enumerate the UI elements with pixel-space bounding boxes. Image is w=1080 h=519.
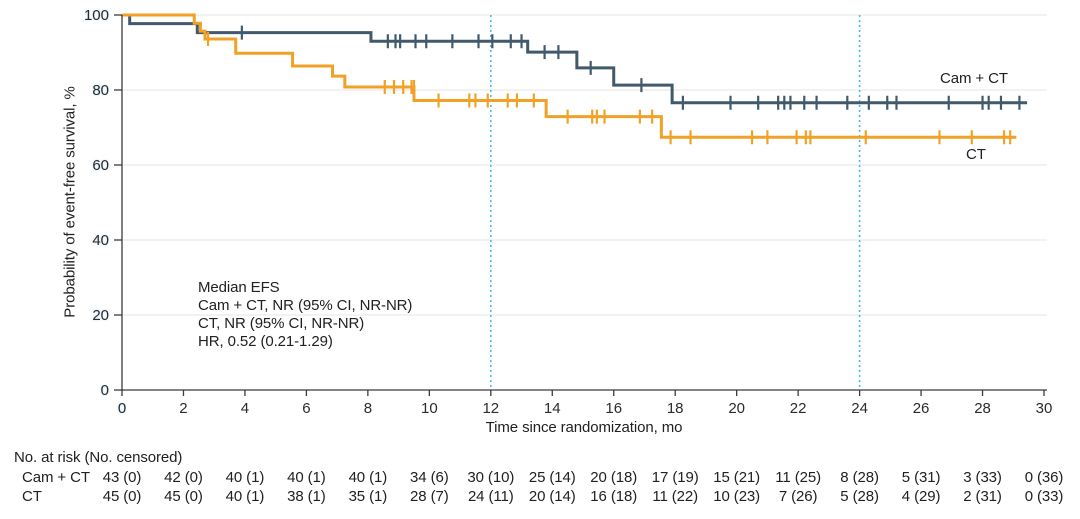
risk-value: 42 (0) — [164, 469, 203, 486]
x-tick-label: 30 — [1036, 400, 1053, 417]
risk-value: 10 (23) — [713, 488, 761, 505]
risk-value: 15 (21) — [713, 469, 761, 486]
risk-value: 0 (36) — [1024, 469, 1064, 486]
risk-value: 40 (1) — [225, 469, 265, 486]
risk-table-row-camct: Cam + CT 43 (0) 42 (0) 40 (1) 40 (1) 40 (1) 3… — [0, 469, 1080, 486]
risk-value: 35 (1) — [348, 488, 388, 505]
risk-value: 34 (6) — [410, 469, 449, 486]
curve-label-ct: CT — [966, 146, 986, 163]
risk-value: 40 (1) — [348, 469, 388, 486]
x-tick-label: 12 — [482, 400, 499, 417]
x-tick-label: 20 — [728, 400, 745, 417]
x-tick-label: 16 — [605, 400, 622, 417]
risk-value: 45 (0) — [164, 488, 203, 505]
risk-value: 7 (26) — [778, 488, 818, 505]
risk-value: 43 (0) — [102, 469, 142, 486]
x-tick-label: 10 — [421, 400, 438, 417]
x-tick-label: 4 — [241, 400, 249, 417]
risk-value: 8 (28) — [840, 469, 879, 486]
y-tick-label: 100 — [84, 7, 109, 24]
risk-row-label-ct: CT — [22, 488, 42, 505]
risk-value: 2 (31) — [963, 488, 1002, 505]
risk-value: 20 (18) — [590, 469, 638, 486]
risk-value: 17 (19) — [651, 469, 699, 486]
x-tick-label: 22 — [790, 400, 807, 417]
x-tick-label: 24 — [851, 400, 868, 417]
x-tick-label: 0 — [118, 400, 126, 417]
annotation-line-1: Median EFS — [198, 279, 280, 296]
risk-value: 40 (1) — [287, 469, 326, 486]
y-tick-label: 60 — [92, 157, 109, 174]
survival-curve-camct — [122, 13, 1028, 105]
risk-value: 28 (7) — [410, 488, 449, 505]
risk-value: 3 (33) — [963, 469, 1002, 486]
y-axis-title: Probability of event-free survival, % — [61, 86, 79, 318]
risk-value: 30 (10) — [467, 469, 515, 486]
risk-value: 4 (29) — [901, 488, 941, 505]
risk-value: 11 (25) — [775, 469, 821, 486]
curve-label-camct: Cam + CT — [940, 70, 1008, 87]
risk-value: 0 (33) — [1024, 488, 1064, 505]
risk-table-row-ct: CT 45 (0) 45 (0) 40 (1) 38 (1) 35 (1) 28 (7) 2… — [0, 488, 1080, 505]
y-tick-label: 40 — [92, 232, 109, 249]
risk-value: 11 (22) — [652, 488, 699, 505]
risk-value: 16 (18) — [590, 488, 638, 505]
x-tick-label: 18 — [667, 400, 684, 417]
risk-value: 38 (1) — [287, 488, 326, 505]
risk-value: 20 (14) — [528, 488, 576, 505]
y-tick-label: 0 — [101, 382, 109, 399]
x-tick-label: 26 — [913, 400, 930, 417]
x-tick-label: 2 — [179, 400, 187, 417]
risk-value: 5 (31) — [901, 469, 941, 486]
risk-value: 25 (14) — [528, 469, 576, 486]
y-tick-label: 20 — [92, 307, 109, 324]
x-tick-label: 28 — [974, 400, 991, 417]
risk-value: 24 (11) — [467, 488, 514, 505]
x-tick-label: 8 — [364, 400, 372, 417]
annotation-line-4: HR, 0.52 (0.21-1.29) — [198, 333, 333, 350]
y-tick-label: 80 — [92, 82, 109, 99]
survival-curve-ct — [122, 13, 1017, 139]
annotation-line-3: CT, NR (95% CI, NR-NR) — [198, 315, 365, 332]
risk-value: 5 (28) — [840, 488, 879, 505]
risk-value: 40 (1) — [225, 488, 265, 505]
median-efs-annotation: Median EFS Cam + CT, NR (95% CI, NR-NR) … — [198, 279, 412, 351]
risk-value: 45 (0) — [102, 488, 142, 505]
x-tick-label: 14 — [544, 400, 561, 417]
annotation-line-2: Cam + CT, NR (95% CI, NR-NR) — [198, 297, 413, 314]
x-tick-label: 6 — [302, 400, 310, 417]
risk-table-header: No. at risk (No. censored) — [14, 449, 183, 466]
risk-row-label-camct: Cam + CT — [22, 469, 90, 486]
x-axis-title: Time since randomization, mo — [485, 419, 683, 436]
